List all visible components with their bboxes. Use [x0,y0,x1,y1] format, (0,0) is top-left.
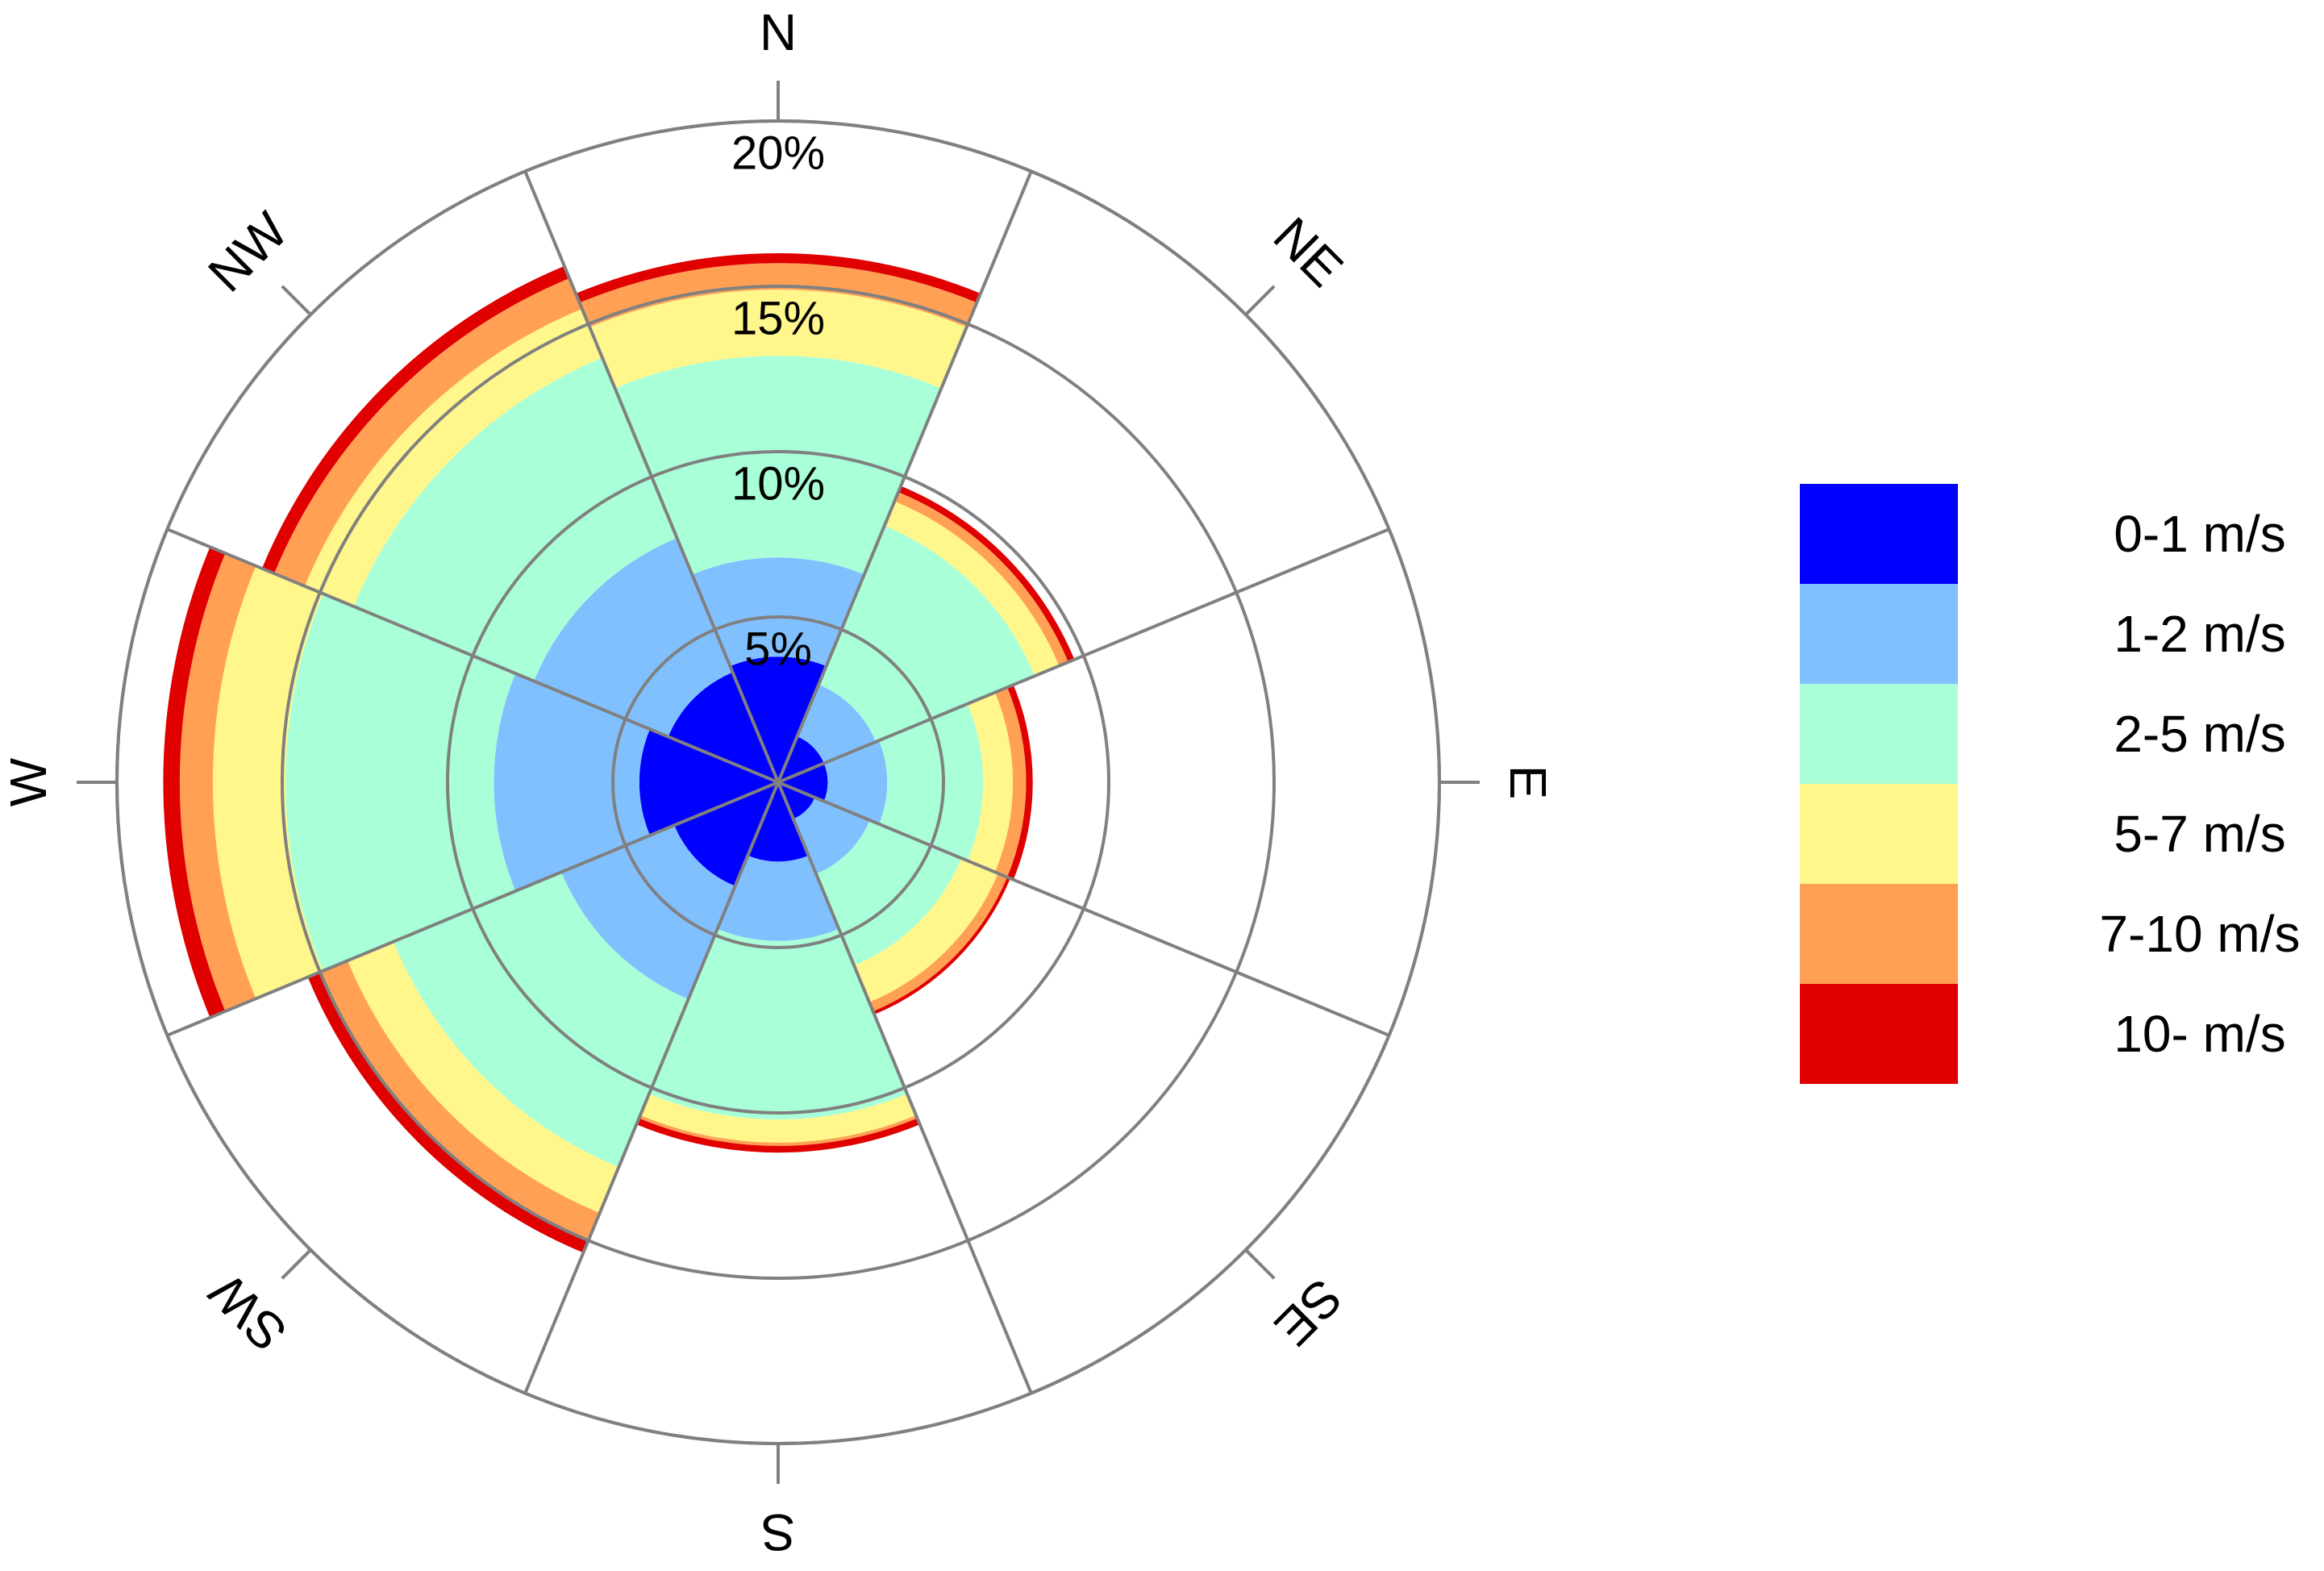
wedge-e-bin-4 [967,692,1014,873]
direction-label-s: S [761,1503,796,1561]
wedge-sw-bin-1 [674,782,778,886]
wedge-nw-bin-2 [533,537,733,737]
wedge-ne-bin-4 [884,501,1060,677]
legend-swatch-1 [1800,484,1958,584]
legend-label-1: 0-1 m/s [2114,505,2285,563]
sector-boundary-line-2 [777,527,1390,784]
polar-grid [77,81,1480,1484]
ring-label-2: 10% [731,458,825,510]
wedge-sw-bin-2 [561,825,735,999]
legend-label-5: 7-10 m/s [2100,905,2301,963]
wedge-nw-bin-3 [353,357,677,681]
wedge-sw-bin-3 [393,872,689,1168]
wedge-nw-bin-4 [304,308,602,606]
wedge-sw-bin-5 [319,961,600,1241]
direction-label-se: SE [1264,1268,1353,1357]
wedge-n-bin-5 [579,263,977,327]
legend-swatch-2 [1800,584,1958,684]
wedge-sw-bin-4 [347,941,619,1214]
direction-label-n: N [760,3,797,61]
tick-sw [281,1248,312,1280]
legend-swatch-6 [1800,984,1958,1084]
sector-boundary-line-6 [166,781,779,1037]
legend: 0-1 m/s 1-2 m/s 2-5 m/s 5-7 m/s 7-10 m/s 10- … [1800,484,2300,1084]
ring-label-3: 15% [731,293,825,345]
wedge-s-bin-1 [748,782,809,862]
wedge-s-bin-3 [648,928,908,1120]
wedge-n-bin-4 [589,290,967,389]
wedge-ne-bin-3 [818,525,1035,742]
wedge-e-bin-6 [1007,685,1033,880]
legend-swatch-5 [1800,884,1958,984]
wedge-ne-bin-1 [778,736,824,782]
wedge-w-bin-5 [179,553,256,1011]
sector-boundary-line-5 [523,781,780,1394]
sector-boundary-line-1 [777,170,1033,783]
wedge-w-bin-1 [639,729,778,836]
wedge-n-bin-3 [614,356,942,575]
wedge-s-bin-6 [636,1118,920,1153]
sector-boundary-line-8 [523,170,780,783]
direction-label-ne: NE [1263,206,1355,298]
wedge-s-bin-4 [639,1094,917,1143]
legend-swatch-4 [1800,784,1958,884]
ring-label-4: 20% [731,127,825,180]
wedge-se-bin-5 [868,873,1008,1012]
wedge-n-bin-1 [730,656,827,782]
wedge-w-bin-3 [285,594,516,971]
wedge-se-bin-1 [778,782,815,819]
legend-swatch-3 [1800,684,1958,784]
grid-ring-15pct [281,285,1276,1280]
wedge-nw-bin-5 [273,277,582,586]
direction-label-e: E [1499,765,1557,800]
sector-boundary-line-4 [777,781,1033,1394]
wedge-e-bin-5 [994,687,1027,877]
wedge-ne-bin-2 [797,684,877,764]
wedge-s-bin-2 [717,855,839,941]
wedge-e-bin-2 [823,740,888,824]
tick-ne [1244,285,1276,316]
wind-rose-wedges [163,253,1075,1253]
tick-se [1244,1248,1276,1280]
sector-boundary-line-3 [777,781,1390,1037]
wedge-se-bin-2 [793,797,870,874]
sector-boundary-line-7 [166,527,779,784]
wedge-se-bin-4 [854,858,998,1002]
wedge-nw-bin-1 [668,672,778,782]
legend-label-2: 1-2 m/s [2114,605,2285,663]
legend-label-4: 5-7 m/s [2114,805,2285,863]
wedge-e-bin-1 [778,763,828,802]
wedge-w-bin-2 [494,673,650,891]
tick-nw [281,285,312,316]
direction-label-w: W [0,757,57,806]
grid-ring-10pct [446,450,1110,1115]
wedge-n-bin-2 [692,557,864,667]
legend-label-3: 2-5 m/s [2114,705,2285,763]
wedge-w-bin-6 [163,547,226,1018]
ring-label-1: 5% [744,623,812,676]
legend-label-6: 10- m/s [2114,1005,2285,1063]
wedge-n-bin-6 [575,253,981,303]
wedge-e-bin-3 [879,703,984,861]
wedge-s-bin-5 [639,1115,918,1146]
grid-ring-5pct [611,615,945,949]
